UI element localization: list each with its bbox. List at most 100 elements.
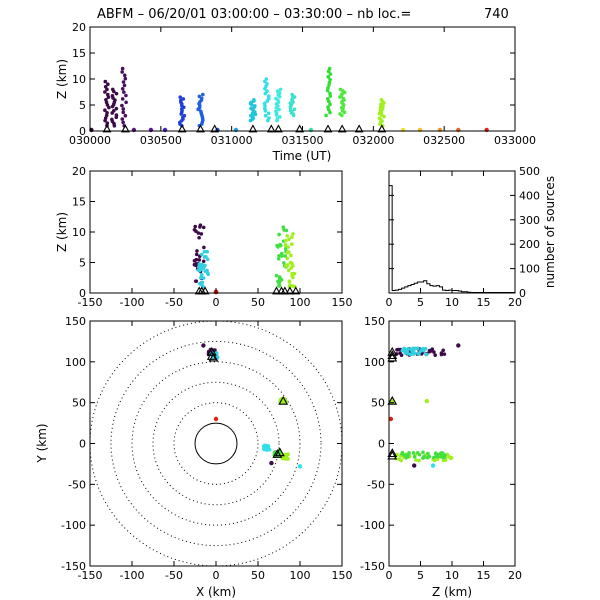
source-point: [290, 242, 294, 246]
x-tick-label: 031000: [211, 134, 253, 147]
source-point: [441, 348, 445, 353]
source-point: [249, 106, 253, 111]
x-height-frame: [89, 170, 343, 294]
source-point: [199, 232, 204, 236]
source-point: [266, 444, 271, 449]
source-point: [123, 113, 128, 118]
source-point: [327, 108, 331, 112]
source-point: [197, 262, 202, 267]
y-tick-label: 0: [519, 287, 526, 300]
source-point: [215, 355, 220, 359]
source-point: [432, 455, 436, 460]
source-point: [441, 458, 446, 463]
x-tick-label: 5: [417, 569, 424, 582]
source-point: [264, 77, 269, 81]
source-point: [120, 66, 125, 71]
ground-flash-triangle: [354, 124, 364, 133]
source-point: [277, 107, 281, 112]
source-point: [425, 455, 430, 460]
source-point: [266, 111, 271, 116]
source-point: [338, 87, 343, 92]
source-point: [275, 116, 280, 121]
source-point: [405, 453, 410, 458]
source-point: [269, 460, 274, 466]
source-point: [398, 351, 402, 356]
range-ring: [173, 402, 259, 485]
range-ring: [131, 361, 301, 526]
ground-flash-triangle: [206, 350, 217, 360]
source-point: [276, 256, 281, 261]
x-tick-label: 030500: [140, 134, 182, 147]
ground-flash-triangle: [206, 346, 217, 356]
ground-flash-triangle: [280, 286, 290, 295]
x-tick-label: 10: [445, 296, 459, 309]
ground-flash-triangle: [248, 124, 258, 133]
source-point: [379, 98, 384, 102]
source-point: [328, 72, 333, 76]
ground-flash-triangle: [208, 352, 219, 362]
ground-flash-triangle: [200, 286, 210, 295]
ground-flash-triangle: [272, 286, 281, 295]
source-point: [105, 111, 109, 115]
x-tick-label: 032500: [423, 134, 465, 147]
source-point: [283, 254, 288, 258]
source-point: [399, 458, 404, 463]
source-point: [424, 398, 429, 404]
source-point: [201, 259, 206, 264]
source-point: [325, 88, 330, 93]
source-point: [263, 113, 268, 118]
x-tick-label: -50: [165, 569, 183, 582]
source-point: [282, 228, 286, 232]
source-point: [201, 276, 206, 280]
height-y-frame: [388, 320, 516, 567]
source-point: [407, 450, 411, 455]
x-tick-label: 150: [332, 569, 353, 582]
source-point: [414, 458, 418, 462]
ground-flash-triangle: [102, 124, 112, 133]
source-point: [103, 85, 108, 89]
height-histogram-ylabel: number of sources: [543, 176, 557, 288]
x-tick-label: 10: [445, 569, 459, 582]
source-point: [249, 113, 253, 118]
source-point: [192, 258, 197, 263]
y-tick-label: 100: [519, 263, 540, 276]
source-point: [197, 258, 202, 262]
x-tick-label: 20: [508, 569, 522, 582]
source-point: [106, 82, 110, 86]
source-point: [284, 457, 288, 461]
source-point: [287, 237, 291, 242]
source-point: [195, 249, 199, 253]
ground-flash-triangle: [273, 124, 283, 133]
range-rings: [90, 321, 342, 566]
ground-flash-triangle: [285, 286, 295, 295]
ground-source-point: [131, 127, 137, 133]
source-point: [286, 268, 291, 273]
source-point: [447, 455, 452, 459]
y-tick-label: 10: [72, 226, 86, 239]
source-point: [326, 105, 330, 109]
ground-flash-triangle: [387, 450, 398, 460]
source-point: [199, 276, 203, 280]
source-point: [327, 83, 331, 87]
x-tick-label: -50: [165, 296, 183, 309]
source-point: [121, 110, 126, 115]
histogram-line: [388, 185, 516, 294]
source-point: [327, 80, 332, 85]
range-ring: [194, 422, 238, 465]
x-tick-label: 15: [477, 569, 491, 582]
source-point: [202, 245, 206, 250]
source-point: [433, 451, 438, 455]
ground-source-point: [456, 127, 461, 133]
source-point: [202, 249, 207, 254]
source-point: [267, 116, 271, 120]
ground-source-point: [148, 127, 154, 133]
x-tick-label: 5: [417, 296, 424, 309]
source-point: [439, 454, 443, 459]
x-tick-label: 031500: [282, 134, 324, 147]
y-tick-label: 50: [371, 397, 385, 410]
source-point: [289, 266, 294, 270]
source-point: [178, 95, 183, 99]
source-point: [388, 416, 394, 422]
y-tick-label: -150: [61, 560, 86, 573]
